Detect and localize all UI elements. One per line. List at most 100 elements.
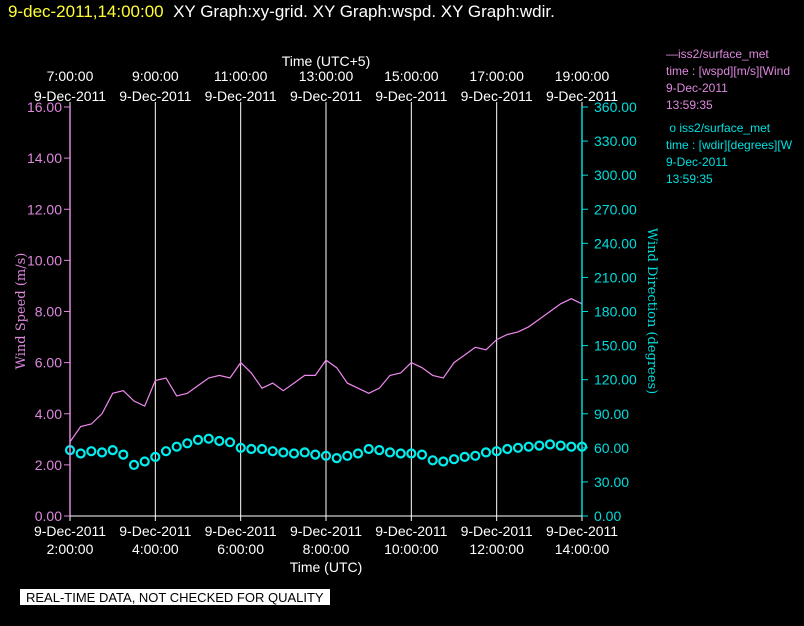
y-tick-label-right: 210.00 [594, 269, 637, 285]
y-tick-label-right: 240.00 [594, 235, 637, 251]
wdir-point [534, 440, 545, 451]
y-tick-label-left: 6.00 [35, 355, 62, 371]
wdir-point [448, 454, 460, 465]
x-tick-time: 2:00:00 [47, 541, 94, 557]
top-tick-date: 9-Dec-2011 [375, 88, 447, 104]
top-tick-time: 11:00:00 [214, 68, 268, 84]
wdir-point [438, 456, 449, 467]
wdir-point [384, 447, 396, 458]
y-tick-label-right: 180.00 [594, 304, 637, 320]
wdir-point [224, 437, 236, 448]
wdir-point [256, 443, 268, 455]
wdir-point [406, 448, 417, 459]
x-tick-date: 9-Dec-2011 [119, 523, 191, 539]
wdir-point [171, 441, 182, 452]
y-tick-label-right: 60.00 [594, 440, 629, 456]
top-tick-date: 9-Dec-2011 [290, 88, 362, 104]
wdir-point [566, 441, 577, 452]
wdir-point [86, 446, 97, 457]
wdir-point [310, 449, 321, 460]
wdir-point [128, 459, 140, 470]
top-tick-date: 9-Dec-2011 [205, 88, 277, 104]
x-tick-time: 4:00:00 [132, 541, 179, 557]
top-tick-date: 9-Dec-2011 [119, 88, 191, 104]
wdir-point [267, 446, 278, 457]
wdir-point [352, 448, 364, 459]
wdir-point [416, 449, 428, 460]
wspd-line [69, 298, 583, 443]
x-tick-time: 14:00:00 [555, 541, 610, 557]
wdir-point [459, 451, 470, 462]
top-tick-date: 9-Dec-2011 [34, 88, 106, 104]
legend-entry-wdir: o iss2/surface_met time : [wdir][degrees… [666, 120, 804, 188]
header-datetime: 9-dec-2011,14:00:00 [8, 2, 164, 21]
wdir-point [118, 449, 129, 460]
legend-source: iss2/surface_met [678, 47, 769, 61]
x-axis-label: Time (UTC) [290, 559, 363, 575]
x-tick-date: 9-Dec-2011 [461, 523, 533, 539]
y-tick-label-right: 90.00 [594, 406, 629, 422]
x-tick-date: 9-Dec-2011 [290, 523, 362, 539]
wdir-point [427, 455, 438, 466]
top-tick-time: 17:00:00 [469, 68, 524, 84]
y-axis-label-right: Wind Direction (degrees) [644, 228, 659, 394]
axis-labels: 9-Dec-2011 2:00:00 9-Dec-2011 4:00:00 9-Dec-… [14, 53, 659, 575]
wdir-point [374, 445, 385, 456]
wdir-point [470, 450, 481, 461]
x-tick-date: 9-Dec-2011 [375, 523, 447, 539]
wdir-point [523, 441, 534, 452]
legend-time: 13:59:35 [666, 98, 713, 112]
y-tick-label-left: 12.00 [27, 201, 62, 217]
wdir-point [555, 440, 566, 451]
axes [64, 102, 588, 521]
x-tick-time: 8:00:00 [303, 541, 350, 557]
y-tick-label-right: 300.00 [594, 167, 637, 183]
legend-line-symbol: — [666, 47, 678, 61]
y-tick-label-right: 120.00 [594, 372, 637, 388]
legend-variable: time : [wdir][degrees][W [666, 138, 793, 152]
y-tick-label-left: 16.00 [27, 99, 62, 115]
top-tick-time: 7:00:00 [47, 68, 94, 84]
x-tick-date: 9-Dec-2011 [546, 523, 618, 539]
wdir-point [502, 443, 513, 455]
top-axis-label: Time (UTC+5) [282, 53, 371, 69]
wdir-point [331, 453, 342, 464]
legend-date: 9-Dec-2011 [666, 155, 728, 169]
graph-header: 9-dec-2011,14:00:00 XY Graph:xy-grid. XY… [8, 2, 555, 22]
wdir-point [512, 442, 524, 453]
legend-variable: time : [wspd][m/s][Wind [666, 64, 791, 78]
y-tick-label-right: 360.00 [594, 99, 637, 115]
wdir-point [320, 450, 332, 461]
y-tick-label-right: 330.00 [594, 133, 637, 149]
header-graph-titles: XY Graph:xy-grid. XY Graph:wspd. XY Grap… [173, 2, 555, 21]
wdir-point [235, 442, 246, 453]
y-tick-label-right: 30.00 [594, 474, 629, 490]
wdir-point [139, 456, 150, 467]
y-axis-label-left: Wind Speed (m/s) [14, 253, 29, 370]
wdir-point [75, 448, 86, 459]
x-tick-date: 9-Dec-2011 [205, 523, 277, 539]
wdir-point [160, 446, 172, 457]
y-tick-label-right: 0.00 [594, 508, 621, 524]
wdir-point [203, 433, 214, 444]
y-tick-label-left: 2.00 [35, 457, 62, 473]
y-tick-label-left: 10.00 [27, 252, 62, 268]
wdir-series [64, 433, 588, 470]
top-tick-time: 15:00:00 [384, 68, 439, 84]
wdir-point [278, 447, 289, 458]
wdir-point [96, 447, 108, 458]
wdir-point [246, 443, 257, 455]
y-tick-label-right: 150.00 [594, 338, 637, 354]
wdir-point [288, 448, 300, 459]
legend-entry-wspd: —iss2/surface_met time : [wspd][m/s][Win… [666, 46, 804, 114]
wdir-point [299, 447, 310, 458]
top-tick-time: 19:00:00 [555, 68, 610, 84]
y-tick-label-left: 8.00 [35, 304, 62, 320]
top-tick-date: 9-Dec-2011 [461, 88, 533, 104]
wdir-point [544, 439, 556, 450]
x-tick-date: 9-Dec-2011 [34, 523, 106, 539]
wdir-point [192, 434, 204, 445]
wdir-point [107, 445, 118, 456]
y-tick-label-right: 270.00 [594, 201, 637, 217]
